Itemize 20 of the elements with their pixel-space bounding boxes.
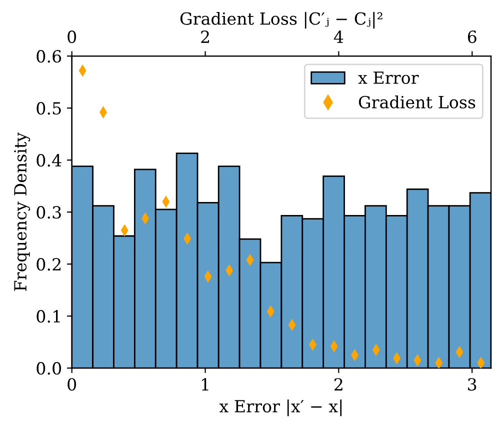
x-tick-label: 0 — [68, 378, 76, 391]
legend-label: Gradient Loss — [358, 96, 476, 108]
legend-label: x Error — [358, 72, 419, 84]
x2-axis-title: Gradient Loss |C′ⱼ − Cⱼ|² — [180, 12, 382, 29]
x-tick-label: 1 — [202, 378, 208, 390]
y-tick-label: 0.6 — [36, 50, 62, 63]
y-tick-label: 0.3 — [36, 206, 61, 219]
x-tick-label: 2 — [334, 378, 342, 390]
x2-tick-label: 0 — [68, 30, 76, 44]
y-tick-label: 0.4 — [36, 154, 62, 167]
x-axis-title: x Error |x′ − x| — [219, 399, 342, 416]
y-axis-title: Frequency Density — [14, 132, 30, 291]
y-tick-label: 0.1 — [36, 310, 60, 323]
x2-tick-label: 6 — [468, 30, 476, 44]
y-tick-label: 0.5 — [36, 102, 61, 115]
x-tick-label: 3 — [468, 378, 476, 391]
y-tick-label: 0.0 — [36, 362, 62, 375]
y-tick-label: 0.2 — [36, 258, 60, 271]
x2-tick-label: 2 — [201, 30, 209, 43]
x2-tick-label: 4 — [334, 30, 344, 43]
